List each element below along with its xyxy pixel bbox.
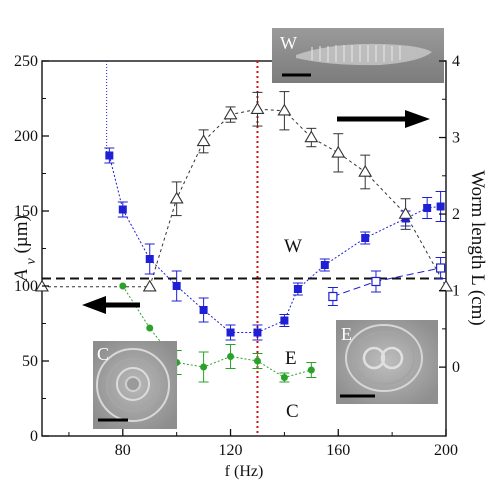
inset-c-image: [93, 341, 177, 429]
y-left-tick-label: 250: [14, 53, 38, 70]
series-3-point: [304, 130, 319, 143]
series-3-point: [331, 145, 346, 158]
annotation-c: C: [286, 401, 299, 422]
series-0-point: [145, 255, 154, 263]
series-1-point: [371, 276, 381, 287]
annotation-w: W: [284, 236, 302, 257]
series-2-point: [280, 374, 288, 381]
x-tick-label: 80: [115, 442, 131, 459]
series-0-line: [108, 155, 441, 333]
series-2-point: [119, 282, 127, 290]
series-0-point: [293, 285, 302, 293]
left-axis-arrow: [82, 296, 140, 314]
series-1-point: [328, 291, 338, 302]
y-right-axis-ticks: 0 1 2 3 4: [439, 53, 460, 376]
y-left-tick-label: 150: [14, 203, 38, 220]
series-2-point: [253, 357, 261, 365]
series-0-point: [320, 261, 329, 269]
series-2-point: [146, 324, 154, 332]
series-2-point: [307, 366, 315, 374]
x-tick-label: 200: [434, 442, 458, 459]
series-3-point: [439, 279, 453, 292]
series-3-point: [250, 102, 265, 114]
y-right-tick-label: 0: [452, 359, 460, 376]
x-tick-label: 120: [219, 442, 243, 459]
x-axis-label: f (Hz): [225, 463, 264, 480]
series-0-point: [253, 328, 262, 337]
series-2-point: [200, 363, 208, 371]
y-left-tick-label: 0: [30, 428, 38, 445]
series-1-line: [332, 267, 441, 297]
series-3-point: [398, 206, 413, 219]
series-0-point: [423, 204, 432, 212]
series-0-point: [172, 282, 181, 290]
inset-c-label: C: [97, 344, 109, 364]
series-0-point: [361, 234, 370, 242]
inset-e-label: E: [341, 324, 352, 344]
inset-w-label: W: [280, 33, 297, 53]
series-3-point: [169, 191, 184, 204]
series-3-point: [277, 103, 292, 116]
x-tick-label: 160: [326, 442, 350, 459]
y-left-axis-label: A v (µm): [11, 215, 39, 283]
y-left-tick-label: 100: [14, 278, 38, 295]
y-left-tick-label: 200: [14, 128, 38, 145]
y-right-tick-label: 3: [452, 130, 460, 147]
series-0-point: [280, 316, 289, 325]
series-3-point: [196, 134, 211, 147]
series-0-point: [226, 328, 235, 337]
series-0-point: [105, 151, 114, 160]
series-0-point: [436, 202, 445, 211]
x-axis-ticks: 80 120 160 200: [68, 429, 458, 459]
annotation-e: E: [285, 348, 297, 369]
series-0-point: [199, 306, 208, 314]
series-3-line: [42, 108, 447, 288]
series-3-point: [358, 164, 373, 177]
y-left-tick-label: 50: [22, 353, 38, 370]
series-3-point: [223, 107, 238, 120]
series-2-line: [122, 285, 312, 379]
y-right-tick-label: 1: [452, 283, 460, 300]
y-left-axis-ticks: 0 50 100 150 200 250: [14, 53, 49, 445]
series-0-point: [118, 205, 127, 214]
y-right-tick-label: 2: [452, 206, 460, 223]
inset-w-image: [272, 28, 444, 83]
series-2-point: [227, 353, 235, 360]
y-right-axis-label: Worm length L (cm): [467, 170, 488, 326]
series-3-point: [142, 279, 157, 292]
y-right-tick-label: 4: [452, 53, 460, 70]
series-1-point: [436, 263, 446, 273]
data-markers: [35, 102, 453, 381]
right-axis-arrow: [337, 110, 430, 128]
inset-e-image: [336, 320, 438, 404]
